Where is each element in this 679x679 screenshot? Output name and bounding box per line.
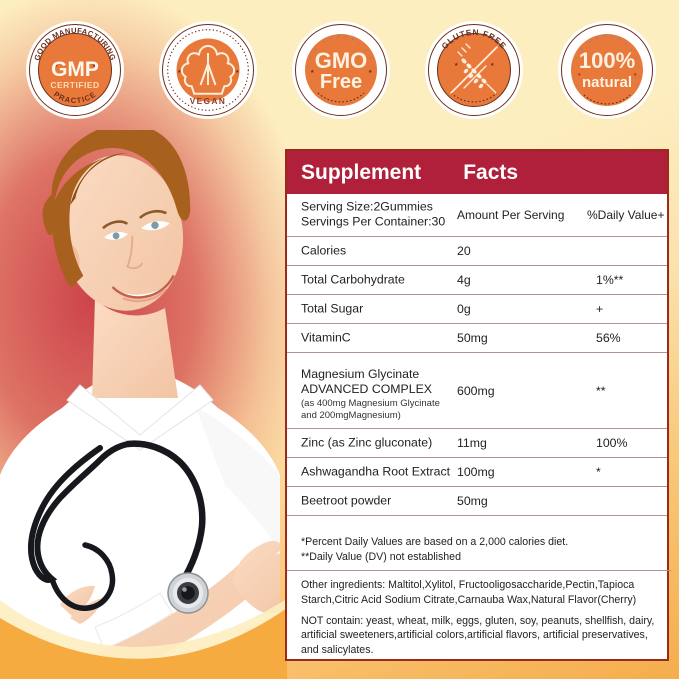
svg-text:★: ★	[490, 62, 495, 68]
svg-text:Free: Free	[320, 71, 362, 93]
svg-text:★: ★	[454, 62, 459, 68]
svg-text:★: ★	[235, 69, 240, 75]
svg-text:★: ★	[368, 69, 373, 75]
svg-text:natural: natural	[582, 74, 632, 91]
svg-text:VEGAN: VEGAN	[190, 97, 227, 106]
svg-text:100%: 100%	[579, 48, 635, 73]
svg-text:CERTIFIED: CERTIFIED	[50, 80, 99, 90]
svg-text:GMP: GMP	[51, 58, 99, 81]
svg-text:GMO: GMO	[315, 48, 368, 73]
